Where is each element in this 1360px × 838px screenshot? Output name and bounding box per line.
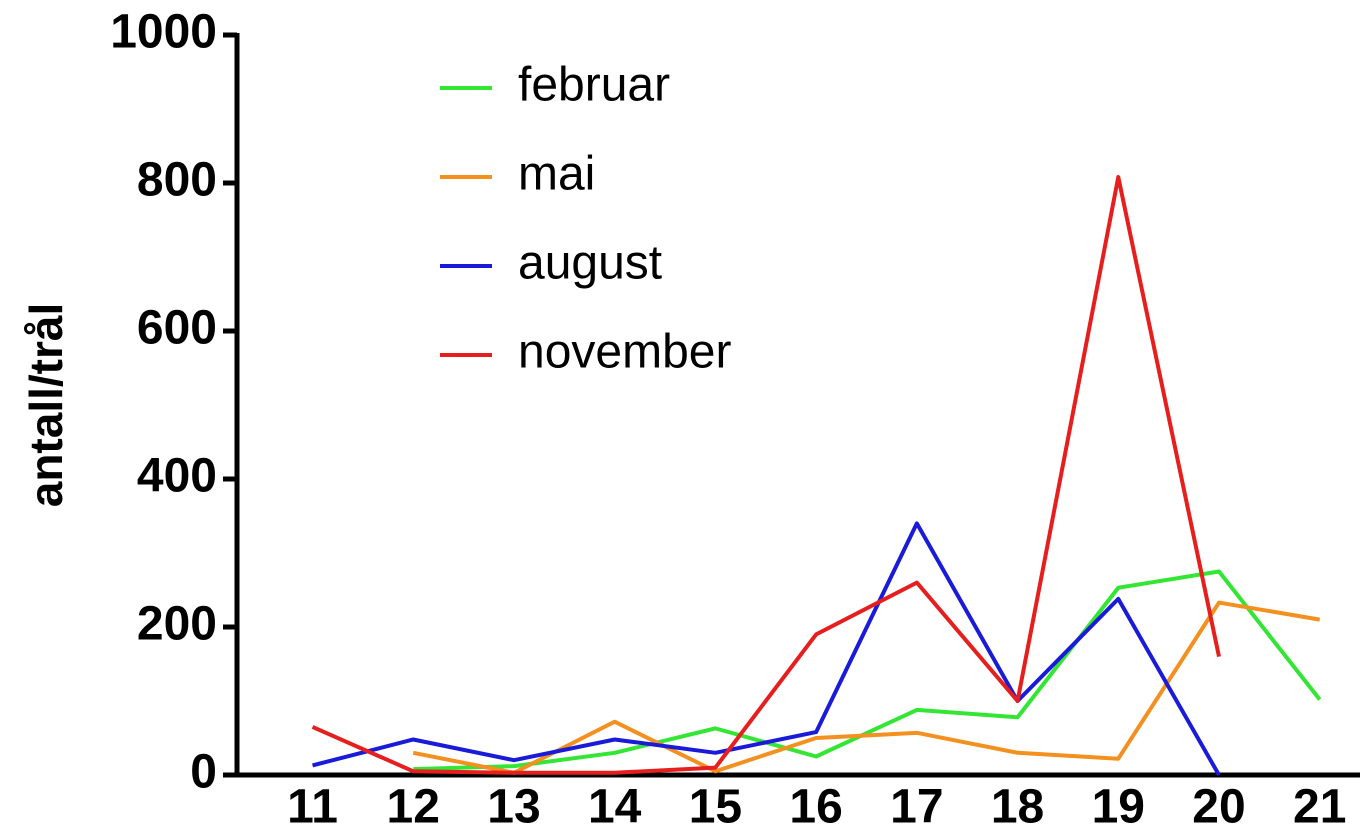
series-line [413,569,1322,772]
x-tick-label: 11 [287,781,338,834]
x-tick-label: 13 [487,781,540,834]
y-axis-label: antall/trål [20,303,72,508]
x-tick-label: 18 [991,781,1044,834]
legend-label: august [518,237,662,290]
x-tick-label: 16 [789,781,842,834]
y-tick-label: 400 [137,450,217,503]
y-tick-label: 200 [137,598,217,651]
series-line [312,521,1221,776]
y-tick-label: 600 [137,302,217,355]
x-tick-label: 19 [1092,781,1145,834]
legend-label: februar [518,59,670,112]
series-line [311,175,1221,775]
x-tick-label: 17 [890,781,943,834]
legend-label: mai [518,148,595,201]
y-tick-label: 1000 [110,6,217,59]
y-tick-label: 0 [190,746,217,799]
x-tick-label: 15 [689,781,742,834]
x-tick-label: 12 [387,781,440,834]
x-tick-label: 14 [588,781,642,834]
legend-label: november [518,326,731,379]
x-tick-label: 21 [1293,781,1346,834]
series-line [412,600,1321,775]
x-tick-label: 20 [1192,781,1245,834]
y-tick-label: 800 [137,154,217,207]
